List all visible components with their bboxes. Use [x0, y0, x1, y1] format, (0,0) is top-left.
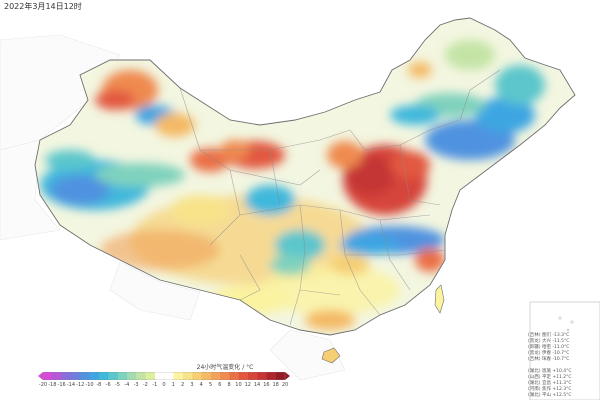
- legend-swatch: [266, 372, 276, 380]
- taiwan-island: [434, 284, 445, 314]
- legend-tick-labels: -20 -18 -16 -14 -12 -10 -8 -6 -5 -4 -3 -2 -1 0 1 2 3 4 5 6 8…: [39, 382, 289, 390]
- legend-tick-label: 14: [253, 382, 261, 388]
- legend-swatch: [257, 372, 267, 380]
- legend-swatch: [210, 372, 221, 380]
- legend-tick-label: 18: [272, 382, 279, 388]
- province-boundaries: [179, 69, 501, 326]
- legend-swatch: [136, 372, 146, 380]
- legend-swatch: [275, 372, 286, 380]
- legend-tick-label: -20: [38, 382, 48, 388]
- legend-swatch: [70, 372, 81, 380]
- legend-tick-label: -18: [48, 382, 57, 388]
- legend-swatch: [80, 372, 90, 380]
- national-border: [34, 17, 576, 336]
- legend-swatch: [43, 372, 53, 380]
- rise-station-3: (湖北) 宜昌 +11.3°C: [528, 381, 572, 386]
- legend-swatch: [98, 372, 109, 380]
- drop-station-4: (黑龙) 伊春 -10.7°C: [528, 351, 570, 356]
- drop-station-2: (黑龙) 大兴 -11.5°C: [528, 339, 570, 344]
- legend-tick-label: 5: [208, 382, 213, 388]
- south-china-sea-inset: [529, 301, 600, 400]
- legend-swatch: [238, 372, 249, 380]
- drop-station-1: (吉林) 图们 -13.3°C: [528, 333, 570, 338]
- legend-tick-label: 8: [227, 382, 231, 388]
- legend-swatch: [145, 372, 155, 380]
- legend-tick-label: -12: [76, 382, 85, 388]
- legend-tick-label: 0: [162, 382, 166, 388]
- legend-arrow-right: [285, 372, 290, 380]
- max-drop-stations: (吉林) 图们 -13.3°C (黑龙) 大兴 -11.5°C (新疆) 哈密 …: [528, 333, 600, 363]
- max-rise-stations: (湖北) 恩施 +10.4°C (山西) 平定 +11.2°C (湖北) 宜昌 …: [528, 369, 600, 399]
- legend-swatch: [126, 372, 137, 380]
- legend-tick-label: 6: [218, 382, 222, 388]
- legend-tick-label: -10: [85, 382, 94, 388]
- rise-station-5: (湖北) 平山 +12.5°C: [528, 393, 572, 398]
- legend-swatch: [219, 372, 230, 380]
- legend-tick-label: -4: [124, 382, 130, 388]
- legend-swatch: [108, 372, 118, 380]
- legend-tick-label: 12: [244, 382, 251, 388]
- legend-swatch: [154, 372, 165, 380]
- legend-swatch: [201, 372, 211, 380]
- legend-tick-label: -8: [96, 382, 102, 388]
- legend-color-bar: [38, 372, 290, 380]
- legend-swatch: [182, 372, 193, 380]
- legend-swatch: [191, 372, 202, 380]
- temperature-field: [40, 40, 545, 330]
- legend-swatch: [164, 372, 174, 380]
- legend-tick-label: -3: [133, 382, 139, 388]
- legend-tick-label: 2: [181, 382, 185, 388]
- rise-station-1: (湖北) 恩施 +10.4°C: [528, 369, 572, 374]
- legend-tick-label: 16: [263, 382, 270, 388]
- legend-swatch: [247, 372, 258, 380]
- legend-tick-label: -16: [57, 382, 66, 388]
- drop-station-3: (新疆) 哈密 -11.0°C: [528, 345, 570, 350]
- neighbor-land: [0, 34, 346, 381]
- legend-tick-label: 4: [199, 382, 203, 388]
- legend-tick-label: -6: [105, 382, 111, 388]
- legend-swatch: [229, 372, 239, 380]
- legend-swatch: [52, 372, 62, 380]
- inset-islands: [558, 316, 574, 332]
- legend-tick-label: 1: [171, 382, 175, 388]
- legend-tick-label: -1: [152, 382, 158, 388]
- legend-arrow-left: [38, 372, 43, 380]
- rise-station-2: (山西) 平定 +11.2°C: [528, 375, 572, 380]
- legend-title: 24小时气温变化 / °C: [196, 364, 254, 371]
- legend-swatch: [89, 372, 100, 380]
- legend-swatch: [117, 372, 128, 380]
- legend-tick-label: 3: [190, 382, 194, 388]
- drop-station-5: (吉林) 珲春 -10.7°C: [528, 357, 570, 362]
- legend-swatch: [61, 372, 72, 380]
- legend-tick-label: 20: [281, 382, 289, 388]
- legend-tick-label: -14: [66, 382, 76, 388]
- hainan-island: [321, 347, 341, 364]
- rise-station-4: (河南) 焦作 +12.3°C: [528, 387, 572, 392]
- legend-swatch: [173, 372, 183, 380]
- legend-tick-label: -5: [114, 382, 120, 388]
- legend-outline: [42, 372, 286, 380]
- legend-tick-label: 10: [235, 382, 242, 388]
- legend-tick-label: -2: [142, 382, 148, 388]
- map-timestamp: 2022年3月14日12时: [4, 2, 82, 11]
